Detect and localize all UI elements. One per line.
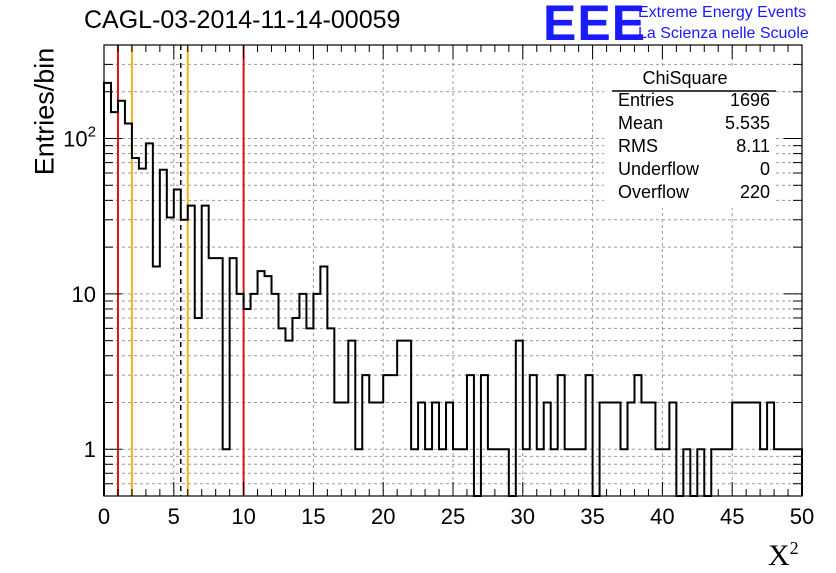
x-tick-label: 30 <box>511 504 535 529</box>
stats-box-name: ChiSquare <box>642 68 728 88</box>
x-tick-label: 40 <box>650 504 674 529</box>
stats-value: 5.535 <box>724 113 770 133</box>
x-tick-label: 0 <box>98 504 110 529</box>
stats-value: 8.11 <box>736 136 770 156</box>
x-tick-label: 25 <box>441 504 465 529</box>
stats-row-mean: Mean 5.535 <box>610 113 774 136</box>
stats-value: 1696 <box>729 90 770 110</box>
x-tick-label: 5 <box>168 504 180 529</box>
stats-box: ChiSquare Entries 1696 Mean 5.535 RMS 8.… <box>610 68 774 205</box>
stats-row-rms: RMS 8.11 <box>610 136 774 159</box>
stats-row-underflow: Underflow 0 <box>610 159 774 182</box>
stats-label: Mean <box>618 113 664 133</box>
stats-value: 220 <box>739 182 770 202</box>
stats-label: Underflow <box>618 159 700 179</box>
x-axis-label: X2 <box>768 538 799 572</box>
logo-line-1: Extreme Energy Events <box>638 4 807 21</box>
x-tick-label: 10 <box>231 504 255 529</box>
y-tick-label: 1 <box>84 437 96 462</box>
histogram-outline <box>103 81 803 497</box>
stats-label: RMS <box>618 136 658 156</box>
x-tick-label: 35 <box>580 504 604 529</box>
y-axis-label: Entries/bin <box>29 47 60 176</box>
y-tick-label: 10 <box>72 282 96 307</box>
y-tick-label: 102 <box>63 124 96 152</box>
eee-logo: EEE <box>543 0 647 51</box>
stats-label: Entries <box>618 90 675 110</box>
stats-value: 0 <box>759 159 770 179</box>
x-tick-label: 20 <box>371 504 395 529</box>
stats-label: Overflow <box>618 182 690 202</box>
x-tick-label: 15 <box>301 504 325 529</box>
x-tick-label: 45 <box>720 504 744 529</box>
stats-row-entries: Entries 1696 <box>610 90 774 113</box>
logo-line-2: La Scienza nelle Scuole <box>638 25 809 42</box>
stats-row-overflow: Overflow 220 <box>610 182 774 205</box>
chart-title: CAGL-03-2014-11-14-00059 <box>84 6 401 34</box>
stats-box-bg <box>604 66 776 208</box>
x-tick-label: 50 <box>790 504 814 529</box>
